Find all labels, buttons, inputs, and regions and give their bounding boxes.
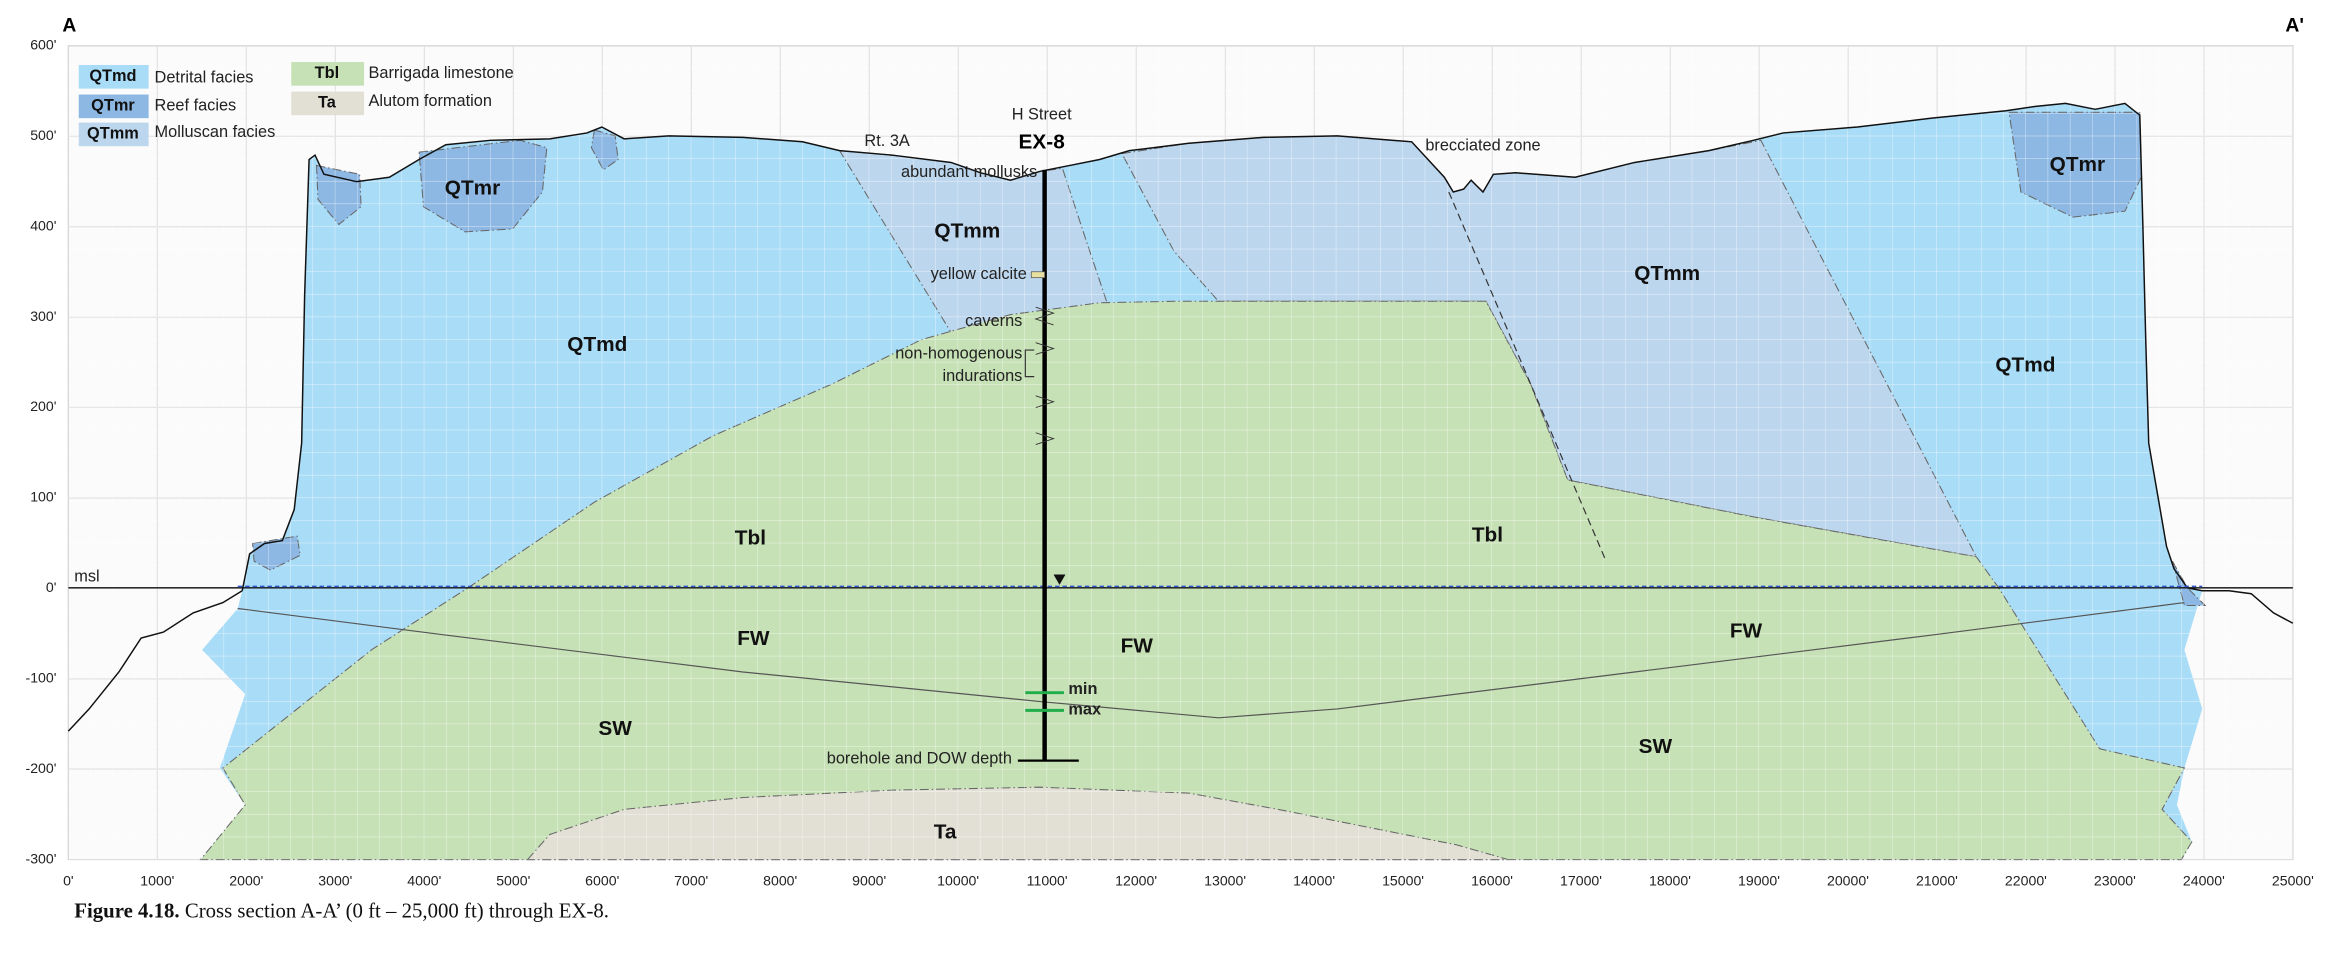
y-tick-label: 500' xyxy=(30,127,56,143)
x-tick-label: 25000' xyxy=(2272,872,2314,888)
x-tick-label: 22000' xyxy=(2005,872,2047,888)
y-tick-label: -300' xyxy=(26,850,57,866)
annotation: min xyxy=(1068,680,1097,698)
legend-label: Barrigada limestone xyxy=(369,64,514,82)
cavern-symbols xyxy=(1034,306,1055,445)
legend-code: QTmr xyxy=(91,97,135,115)
x-tick-label: 7000' xyxy=(674,872,708,888)
x-tick-label: 4000' xyxy=(407,872,441,888)
legend-swatch xyxy=(291,91,365,116)
legend-code: Ta xyxy=(318,94,337,112)
annotation: H Street xyxy=(1012,106,1072,124)
x-tick-label: 24000' xyxy=(2183,872,2225,888)
section-end-label: A' xyxy=(2285,16,2304,37)
induration-bracket xyxy=(1024,349,1035,378)
legend-label: Molluscan facies xyxy=(155,123,276,141)
unit-label: FW xyxy=(737,627,770,650)
legend-swatch xyxy=(78,64,149,89)
x-tick-label: 19000' xyxy=(1738,872,1780,888)
y-tick-label: -100' xyxy=(26,669,57,685)
x-tick-label: 0' xyxy=(63,872,74,888)
x-tick-label: 5000' xyxy=(496,872,530,888)
x-tick-label: 15000' xyxy=(1382,872,1424,888)
x-tick-label: 8000' xyxy=(763,872,797,888)
x-tick-label: 10000' xyxy=(937,872,979,888)
minor-grid xyxy=(68,45,2293,860)
x-tick-label: 11000' xyxy=(1027,872,1068,888)
unit-label: QTmm xyxy=(934,219,1000,242)
x-tick-label: 21000' xyxy=(1916,872,1958,888)
caption-text: Cross section A-A’ (0 ft – 25,000 ft) th… xyxy=(180,901,609,923)
ground-surface xyxy=(241,102,2294,624)
unit-label: QTmd xyxy=(1995,354,2055,377)
x-tick-label: 6000' xyxy=(585,872,619,888)
unit-label: QTmr xyxy=(445,177,500,200)
x-tick-label: 1000' xyxy=(140,872,174,888)
fault xyxy=(1448,191,1606,559)
x-tick-label: 9000' xyxy=(852,872,886,888)
x-tick-label: 13000' xyxy=(1204,872,1246,888)
x-tick-label: 3000' xyxy=(318,872,352,888)
y-tick-label: 300' xyxy=(30,308,56,324)
unit-label: SW xyxy=(598,717,632,740)
legend-label: Reef facies xyxy=(155,97,237,115)
water-level-symbol xyxy=(1053,574,1066,585)
axis-ticks: 0' 1000' 2000' 3000' 4000' 5000' 6000' 7000' 800… xyxy=(26,37,2314,889)
caption-number: Figure 4.18. xyxy=(74,901,179,923)
annotation: yellow calcite xyxy=(931,265,1027,283)
unit-label: FW xyxy=(1730,620,1763,643)
legend-label: Detrital facies xyxy=(155,69,254,87)
unit-label: FW xyxy=(1121,634,1154,657)
legend-code: Tbl xyxy=(315,64,339,82)
unit-label: QTmr xyxy=(2050,153,2105,176)
unit-label: SW xyxy=(1639,735,1673,758)
x-tick-label: 18000' xyxy=(1649,872,1691,888)
x-tick-label: 23000' xyxy=(2094,872,2136,888)
y-tick-label: -200' xyxy=(26,760,57,776)
legend-swatch xyxy=(78,122,149,147)
y-tick-label: 0' xyxy=(46,579,57,595)
y-tick-label: 400' xyxy=(30,217,56,233)
annotation: abundant mollusks xyxy=(901,163,1037,181)
y-tick-label: 100' xyxy=(30,489,56,505)
x-tick-label: 14000' xyxy=(1293,872,1335,888)
terrain-west xyxy=(67,590,243,732)
well-label: EX-8 xyxy=(1019,131,1065,154)
unit-label: Tbl xyxy=(1472,524,1503,547)
annotation: borehole and DOW depth xyxy=(827,749,1012,767)
legend-swatch xyxy=(291,62,365,86)
section-end-label: A xyxy=(62,16,76,37)
y-tick-label: 200' xyxy=(30,398,56,414)
annotation: non-homogenous xyxy=(895,345,1022,363)
annotation: indurations xyxy=(942,367,1022,385)
unit-label: QTmm xyxy=(1634,262,1700,285)
legend-code: QTmm xyxy=(87,125,139,143)
unit-label: Ta xyxy=(934,821,957,844)
legend-label: Alutom formation xyxy=(369,92,492,110)
x-tick-label: 17000' xyxy=(1560,872,1602,888)
x-tick-label: 12000' xyxy=(1115,872,1157,888)
caption: Figure 4.18. Cross section A-A’ (0 ft – … xyxy=(74,901,609,923)
x-tick-label: 2000' xyxy=(229,872,263,888)
annotation: Rt. 3A xyxy=(864,132,910,150)
y-tick-label: 600' xyxy=(30,37,56,53)
legend-swatch xyxy=(78,94,149,119)
calcite-marker xyxy=(1030,271,1046,279)
x-tick-label: 20000' xyxy=(1827,872,1869,888)
legend-code: QTmd xyxy=(89,67,136,85)
annotation: max xyxy=(1068,701,1101,719)
fw-sw-interface xyxy=(237,601,2185,719)
annotation: brecciated zone xyxy=(1425,137,1540,155)
unit-label: Tbl xyxy=(735,527,766,550)
annotation: caverns xyxy=(965,312,1022,330)
unit-label: QTmd xyxy=(567,333,627,356)
x-tick-label: 16000' xyxy=(1471,872,1513,888)
annotation: msl xyxy=(74,568,99,586)
